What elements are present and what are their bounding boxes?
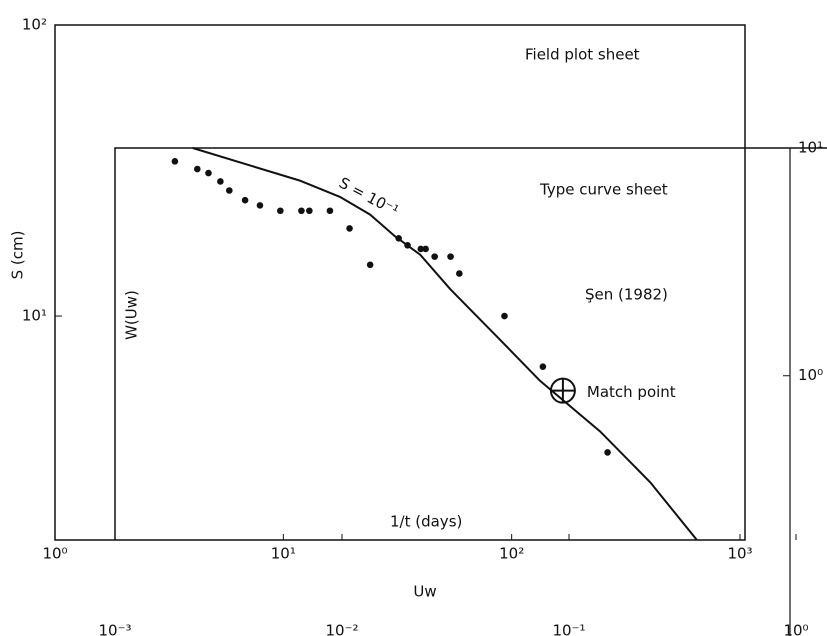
y-tick-label: 10¹	[798, 139, 823, 157]
data-point	[447, 253, 454, 260]
field-title: Field plot sheet	[525, 46, 640, 64]
match-point-label: Match point	[587, 383, 676, 401]
type-title: Type curve sheet	[539, 181, 668, 199]
x-tick-label: 10³	[727, 545, 752, 563]
data-point	[205, 169, 212, 177]
match-point-cross	[550, 378, 575, 403]
data-point	[501, 312, 508, 320]
data-point	[217, 178, 224, 185]
y-tick-label: 10⁰	[798, 366, 823, 384]
data-point	[277, 207, 284, 215]
y-axis-label: S (cm)	[9, 231, 27, 280]
data-point	[194, 165, 201, 173]
x-tick-label: 10⁻²	[325, 622, 358, 636]
type-sheet-frame	[114, 147, 827, 540]
data-point	[346, 225, 353, 232]
x-axis-label: 1/t (days)	[390, 513, 462, 531]
data-point	[298, 207, 305, 215]
data-point	[306, 207, 313, 215]
data-point	[417, 245, 425, 253]
field-sheet-frame	[54, 24, 746, 541]
y-tick-label: 10²	[22, 16, 47, 34]
type-curve	[192, 147, 698, 541]
data-point	[431, 253, 438, 260]
data-point	[456, 270, 463, 277]
annotation: Şen (1982)	[585, 286, 668, 304]
x-tick-label: 10²	[499, 545, 524, 563]
x-tick-label: 10⁰	[42, 545, 67, 563]
x-tick-label: 10¹	[271, 545, 296, 563]
data-point	[241, 196, 249, 204]
y-axis-label: W(Uw)	[123, 290, 141, 340]
data-point	[539, 363, 547, 370]
data-point	[226, 187, 233, 194]
data-point	[366, 261, 374, 269]
x-tick-label: 10⁻¹	[552, 622, 585, 636]
data-point	[326, 207, 334, 215]
x-tick-label: 10⁻³	[98, 622, 131, 636]
data-point	[171, 158, 179, 165]
data-point	[604, 449, 611, 456]
x-axis-label: Uw	[413, 583, 436, 601]
y-tick-label: 10¹	[22, 307, 47, 325]
x-tick-label: 10⁰	[783, 622, 808, 636]
data-point	[256, 202, 264, 209]
data-point	[422, 245, 429, 253]
